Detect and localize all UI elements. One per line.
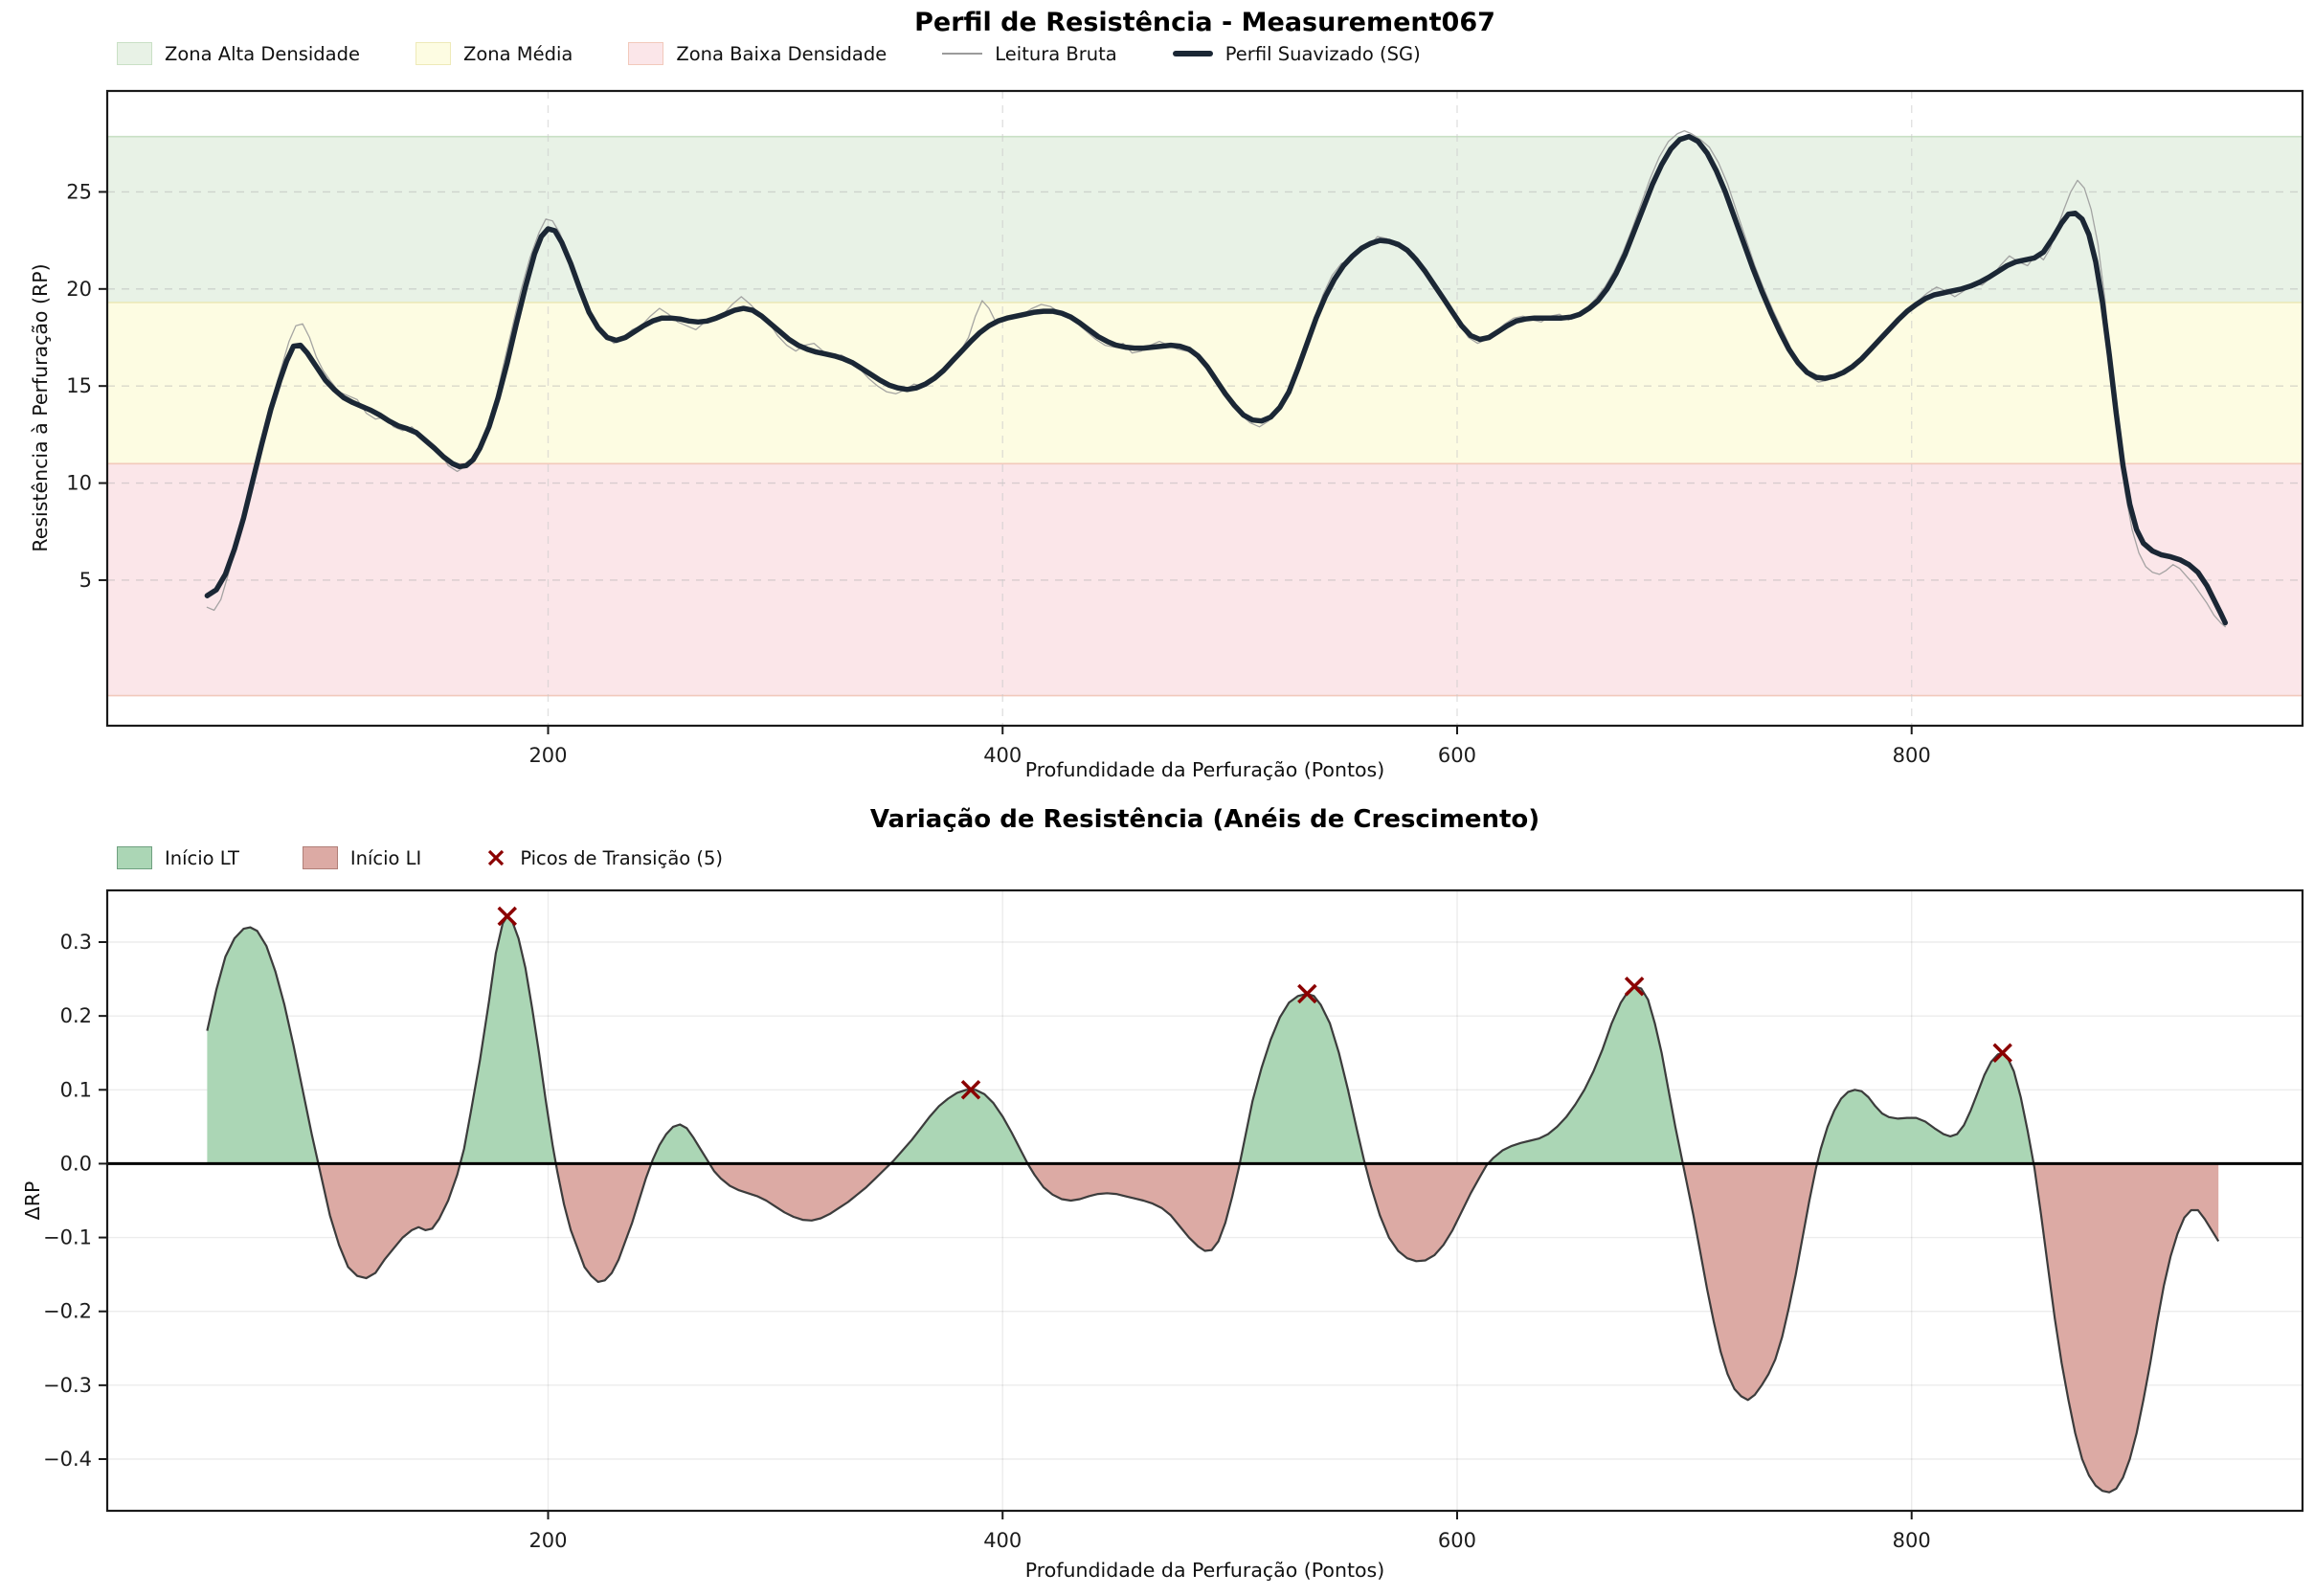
negative-area xyxy=(555,1163,652,1282)
y-tick-label: 0.0 xyxy=(60,1152,92,1175)
bottom-chart-xlabel: Profundidade da Perfuração (Pontos) xyxy=(1024,1559,1385,1582)
legend-item: Perfil Suavizado (SG) xyxy=(1172,42,1421,65)
negative-area xyxy=(709,1163,891,1221)
y-tick-label: 10 xyxy=(66,472,92,495)
transition-peak-marker xyxy=(1624,977,1645,997)
legend-label: Início LT xyxy=(165,846,239,869)
legend-label: Zona Baixa Densidade xyxy=(676,42,887,65)
x-marker-icon xyxy=(488,849,505,866)
plot-border xyxy=(105,888,2304,1513)
transition-peak-marker xyxy=(497,906,518,927)
top-chart-title: Perfil de Resistência - Measurement067 xyxy=(914,8,1495,37)
zone-swatch xyxy=(117,42,152,65)
delta-series-path xyxy=(206,914,2220,1494)
legend-item: Picos de Transição (5) xyxy=(484,846,723,869)
positive-area xyxy=(207,927,319,1164)
x-tick-label: 400 xyxy=(983,1529,1022,1552)
legend-label: Início LI xyxy=(349,846,422,869)
top-chart-xlabel: Profundidade da Perfuração (Pontos) xyxy=(1024,758,1385,781)
top-chart-ylabel: Resistência à Perfuração (RP) xyxy=(29,263,52,552)
bottom-chart-legend: Início LT Início LI Picos de Transição (5) xyxy=(117,841,723,875)
y-tick-label: −0.2 xyxy=(43,1300,92,1323)
y-tick-label: 0.3 xyxy=(60,931,92,954)
legend-item: Zona Baixa Densidade xyxy=(628,42,887,65)
x-tick-label: 400 xyxy=(983,744,1022,767)
negative-area-swatch xyxy=(302,846,338,869)
negative-area xyxy=(318,1163,461,1278)
y-tick-label: 20 xyxy=(66,278,92,301)
negative-area xyxy=(2033,1163,2219,1493)
x-tick-label: 600 xyxy=(1438,1529,1476,1552)
negative-area xyxy=(1027,1163,1240,1251)
legend-label: Perfil Suavizado (SG) xyxy=(1224,42,1421,65)
legend-item: Zona Alta Densidade xyxy=(117,42,360,65)
x-tick-label: 200 xyxy=(528,744,567,767)
x-tick-label: 200 xyxy=(528,1529,567,1552)
x-tick-label: 800 xyxy=(1893,744,1931,767)
bottom-chart-title: Variação de Resistência (Anéis de Cresci… xyxy=(869,805,1540,834)
y-tick-label: 25 xyxy=(66,180,92,203)
positive-area-swatch xyxy=(117,846,152,869)
legend-item: Início LI xyxy=(302,846,422,869)
top-chart-legend: Zona Alta Densidade Zona Média Zona Baixa … xyxy=(117,36,1421,71)
y-tick-label: 0.2 xyxy=(60,1004,92,1027)
smoothed-line-swatch xyxy=(1172,51,1213,56)
legend-label: Picos de Transição (5) xyxy=(520,846,724,869)
negative-area xyxy=(1682,1163,1817,1401)
y-tick-label: −0.4 xyxy=(43,1448,92,1471)
legend-item: Leitura Bruta xyxy=(942,42,1117,65)
transition-peak-marker xyxy=(1297,983,1317,1004)
positive-area xyxy=(651,1124,709,1164)
smoothed-series-path xyxy=(204,133,2229,626)
transition-peak-marker xyxy=(1992,1043,2012,1063)
zone-band xyxy=(107,136,2303,303)
y-tick-label: 5 xyxy=(79,569,92,592)
x-tick-label: 800 xyxy=(1893,1529,1931,1552)
positive-area xyxy=(1488,986,1683,1164)
positive-area xyxy=(460,916,556,1164)
legend-label: Zona Alta Densidade xyxy=(165,42,360,65)
legend-item: Início LT xyxy=(117,846,239,869)
x-tick-label: 600 xyxy=(1438,744,1476,767)
transition-peak-marker xyxy=(960,1080,981,1100)
legend-item: Zona Média xyxy=(416,42,573,65)
negative-area xyxy=(1364,1163,1489,1262)
y-tick-label: −0.1 xyxy=(43,1226,92,1249)
plot-border xyxy=(105,89,2304,728)
positive-area xyxy=(1817,1052,2034,1164)
legend-label: Leitura Bruta xyxy=(995,42,1117,65)
legend-label: Zona Média xyxy=(463,42,573,65)
y-tick-label: −0.3 xyxy=(43,1374,92,1397)
bottom-chart-ylabel: ΔRP xyxy=(21,1180,44,1221)
zone-band xyxy=(107,463,2303,696)
positive-area xyxy=(890,1090,1028,1164)
zone-band xyxy=(107,303,2303,464)
y-tick-label: 0.1 xyxy=(60,1078,92,1101)
zone-swatch xyxy=(628,42,664,65)
zone-swatch xyxy=(416,42,451,65)
raw-line-swatch xyxy=(942,53,983,55)
y-tick-label: 15 xyxy=(66,374,92,397)
